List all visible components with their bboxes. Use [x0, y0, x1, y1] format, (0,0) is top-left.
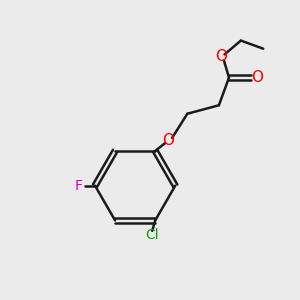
Text: O: O: [215, 49, 227, 64]
Text: Cl: Cl: [146, 228, 159, 242]
Text: F: F: [75, 179, 83, 193]
Text: O: O: [163, 133, 175, 148]
Text: O: O: [251, 70, 263, 85]
